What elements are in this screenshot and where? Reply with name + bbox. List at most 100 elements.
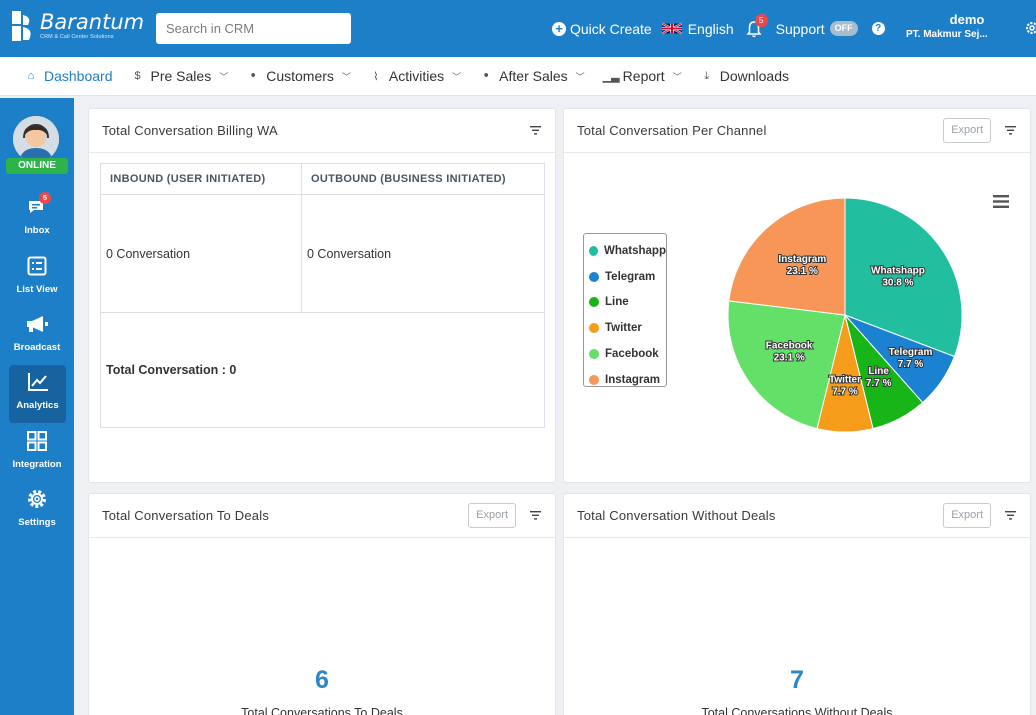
sidebar-item-settings[interactable]: Settings bbox=[0, 486, 74, 544]
support-toggle[interactable]: Support OFF bbox=[776, 21, 858, 37]
slice-category-label: Twitter bbox=[829, 375, 861, 386]
nav-label: Activities bbox=[388, 68, 445, 84]
online-status-badge[interactable]: ONLINE bbox=[6, 158, 68, 174]
pie-slice-instagram[interactable] bbox=[728, 197, 846, 316]
legend-swatch bbox=[589, 323, 599, 334]
legend-item[interactable]: Telegram bbox=[584, 264, 666, 290]
legend-item[interactable]: Twitter bbox=[584, 315, 666, 341]
chart-legend: Whatshapp Telegram Line Twitter Facebook Inst… bbox=[583, 233, 667, 387]
quick-create-label: Quick Create bbox=[570, 20, 652, 37]
chevron-down-icon: ﹀ bbox=[672, 71, 682, 82]
slice-category-label: Instagram bbox=[778, 254, 826, 265]
help-icon[interactable]: ? bbox=[871, 22, 885, 35]
legend-item[interactable]: Facebook bbox=[584, 341, 666, 367]
brand-logo[interactable]: Barantum CRM & Call Center Solutions bbox=[12, 11, 144, 41]
without-deals-card: Total Conversation Without Deals Export … bbox=[563, 493, 1031, 715]
inbound-value: 0 Conversation bbox=[100, 194, 302, 313]
sidebar-item-inbox[interactable]: 5 Inbox bbox=[0, 192, 74, 252]
column-header-inbound: INBOUND (USER INITIATED) bbox=[100, 163, 302, 195]
slice-value-label: 30.8 % bbox=[882, 277, 913, 288]
export-button[interactable]: Export bbox=[468, 503, 516, 528]
download-icon: ⤓ bbox=[704, 69, 710, 82]
filter-icon[interactable] bbox=[530, 126, 541, 135]
nav-label: Pre Sales bbox=[150, 68, 212, 84]
legend-label: Line bbox=[605, 296, 629, 309]
legend-item[interactable]: Whatshapp bbox=[584, 238, 666, 264]
legend-swatch bbox=[589, 349, 599, 360]
pie-slice-facebook[interactable] bbox=[727, 300, 846, 430]
nav-label: Report bbox=[622, 68, 665, 84]
chat-bubble-icon bbox=[29, 201, 43, 213]
nav-downloads[interactable]: ⤓ Downloads bbox=[700, 68, 789, 84]
nav-after-sales[interactable]: ꔷ After Sales ﹀ bbox=[479, 68, 585, 84]
card-header: Total Conversation To Deals Export bbox=[89, 494, 555, 538]
legend-item[interactable]: Line bbox=[584, 290, 666, 316]
slice-category-label: Facebook bbox=[766, 341, 813, 352]
sidebar-item-broadcast[interactable]: Broadcast bbox=[0, 311, 74, 369]
to-deals-count: 6 bbox=[315, 666, 329, 694]
to-deals-card: Total Conversation To Deals Export 6 Tot… bbox=[88, 493, 556, 715]
agent-avatar[interactable] bbox=[13, 116, 59, 162]
slice-value-label: 7.7 % bbox=[866, 378, 892, 389]
filter-icon[interactable] bbox=[1005, 511, 1016, 520]
export-button[interactable]: Export bbox=[943, 118, 991, 143]
sidebar-item-label: Analytics bbox=[16, 400, 59, 411]
language-selector[interactable]: English bbox=[661, 20, 734, 37]
dollar-icon: $ bbox=[134, 70, 141, 82]
legend-swatch bbox=[589, 297, 599, 308]
export-button[interactable]: Export bbox=[943, 503, 991, 528]
barantum-logo-icon bbox=[12, 11, 34, 41]
nav-customers[interactable]: ꔷ Customers ﹀ bbox=[246, 68, 351, 84]
nav-dashboard[interactable]: ⌂ Dashboard bbox=[24, 68, 113, 84]
billing-card: Total Conversation Billing WA INBOUND (U… bbox=[88, 108, 556, 483]
support-toggle-switch[interactable]: OFF bbox=[829, 21, 858, 36]
filter-icon[interactable] bbox=[530, 511, 541, 520]
uk-flag-icon bbox=[661, 22, 682, 35]
chevron-down-icon: ﹀ bbox=[341, 71, 351, 82]
sidebar-item-label: Integration bbox=[12, 459, 62, 470]
language-label: English bbox=[687, 20, 734, 37]
main-nav: ⌂ Dashboard $ Pre Sales ﹀ ꔷ Customers ﹀ … bbox=[0, 57, 1036, 96]
nav-report[interactable]: ▁▃ Report ﹀ bbox=[603, 68, 682, 84]
column-header-outbound: OUTBOUND (BUSINESS INITIATED) bbox=[301, 163, 545, 195]
line-chart-icon bbox=[27, 373, 48, 391]
nav-activities[interactable]: ⌇ Activities ﹀ bbox=[369, 68, 461, 84]
sidebar-item-list-view[interactable]: List View bbox=[0, 253, 74, 311]
filter-icon[interactable] bbox=[1005, 126, 1016, 135]
chevron-down-icon: ﹀ bbox=[452, 71, 462, 82]
chevron-down-icon: ﹀ bbox=[575, 71, 585, 82]
without-deals-count: 7 bbox=[790, 666, 804, 694]
legend-item[interactable]: Instagram bbox=[584, 367, 666, 393]
gear-icon[interactable] bbox=[1025, 21, 1036, 35]
sidebar-item-integration[interactable]: Integration bbox=[0, 428, 74, 486]
sidebar-item-analytics[interactable]: Analytics bbox=[9, 365, 66, 423]
slice-category-label: Line bbox=[868, 366, 889, 377]
card-title: Total Conversation Billing WA bbox=[102, 123, 278, 138]
gear-icon bbox=[28, 490, 46, 508]
total-conversation: Total Conversation : 0 bbox=[100, 312, 545, 428]
plus-circle-icon: + bbox=[552, 21, 566, 36]
grid-icon bbox=[27, 431, 47, 451]
home-icon: ⌂ bbox=[27, 70, 35, 82]
search-input[interactable] bbox=[156, 13, 351, 44]
brand-name: Barantum bbox=[40, 10, 145, 34]
nav-label: Downloads bbox=[719, 68, 789, 84]
chart-menu-icon[interactable] bbox=[993, 195, 1009, 208]
notification-count-badge: 5 bbox=[754, 13, 768, 27]
pie-slice-whatshapp[interactable] bbox=[844, 197, 963, 358]
sidebar-item-label: Settings bbox=[18, 517, 56, 528]
sidebar-item-label: Inbox bbox=[24, 225, 50, 236]
user-menu[interactable]: demo PT. Makmur Sej... bbox=[906, 12, 998, 40]
users-icon: ꔷ bbox=[250, 69, 256, 82]
legend-swatch bbox=[589, 245, 599, 256]
quick-create-button[interactable]: + Quick Create bbox=[552, 21, 652, 37]
without-deals-label: Total Conversations Without Deals bbox=[701, 706, 893, 715]
channel-card: Total Conversation Per Channel Export Wh… bbox=[563, 108, 1031, 483]
legend-label: Whatshapp bbox=[604, 244, 666, 257]
slice-value-label: 7.7 % bbox=[832, 387, 858, 398]
legend-label: Twitter bbox=[605, 322, 642, 335]
notification-button[interactable]: 5 bbox=[746, 13, 768, 38]
sidebar-item-label: Broadcast bbox=[13, 342, 61, 353]
card-title: Total Conversation Per Channel bbox=[577, 123, 767, 138]
nav-pre-sales[interactable]: $ Pre Sales ﹀ bbox=[131, 68, 228, 84]
